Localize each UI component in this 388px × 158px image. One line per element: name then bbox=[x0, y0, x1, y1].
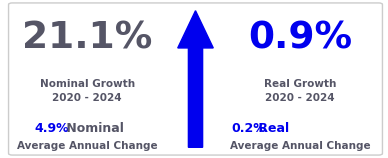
Text: Nominal Growth
2020 - 2024: Nominal Growth 2020 - 2024 bbox=[40, 79, 135, 103]
Text: 0.2%: 0.2% bbox=[231, 122, 266, 135]
Text: 4.9%: 4.9% bbox=[35, 122, 69, 135]
FancyBboxPatch shape bbox=[9, 3, 383, 155]
Text: Real: Real bbox=[254, 122, 289, 135]
Text: Average Annual Change: Average Annual Change bbox=[230, 141, 371, 151]
Text: 21.1%: 21.1% bbox=[22, 20, 152, 56]
Polygon shape bbox=[178, 11, 213, 147]
Text: 0.9%: 0.9% bbox=[248, 20, 352, 56]
Text: Average Annual Change: Average Annual Change bbox=[17, 141, 158, 151]
Text: Nominal: Nominal bbox=[62, 122, 123, 135]
Text: Real Growth
2020 - 2024: Real Growth 2020 - 2024 bbox=[264, 79, 336, 103]
